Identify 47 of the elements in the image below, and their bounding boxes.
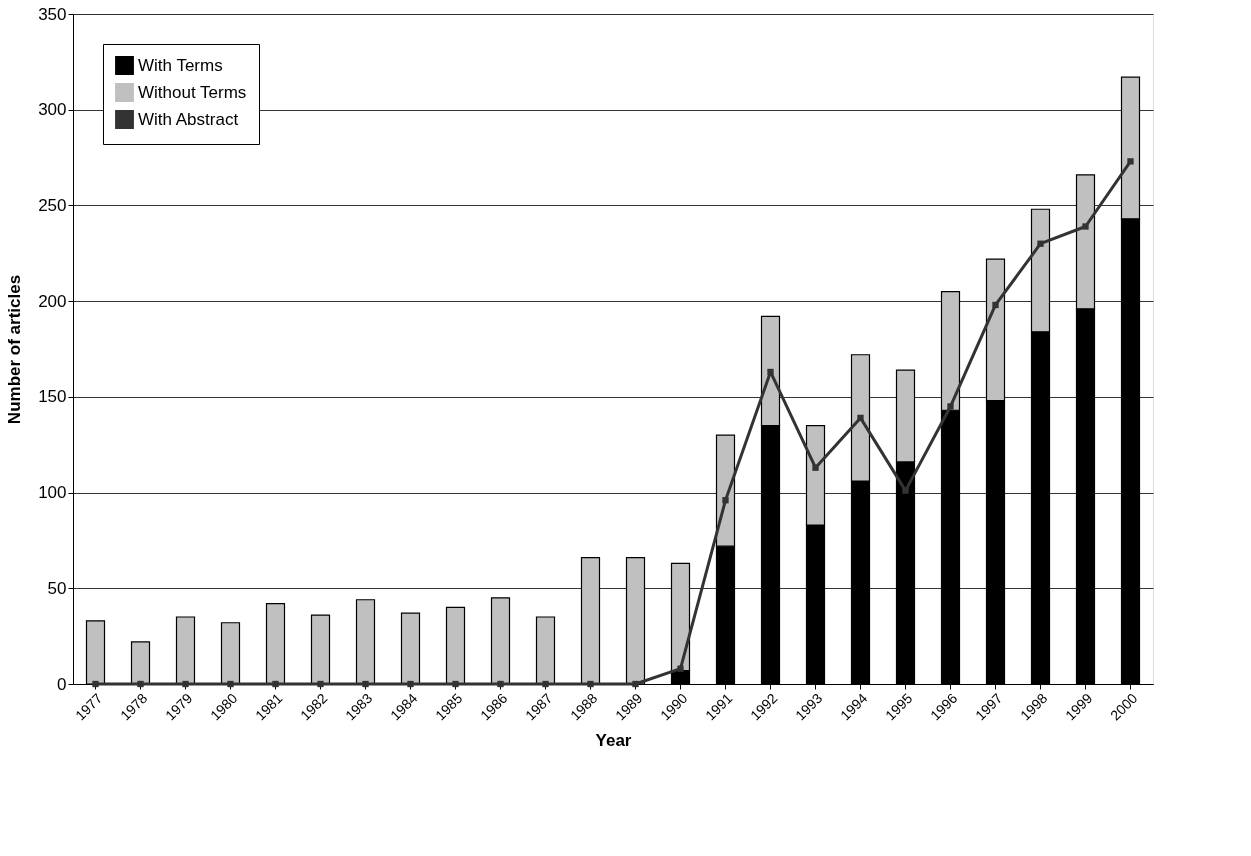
point: [812, 464, 819, 471]
point: [452, 680, 459, 688]
bar: [310, 614, 331, 685]
point: [362, 680, 369, 688]
point: [632, 680, 639, 688]
point: [722, 497, 729, 504]
bar: [175, 616, 196, 685]
bar: [400, 612, 421, 685]
point: [1037, 240, 1044, 247]
point: [677, 665, 684, 672]
y-tick-label: 150: [38, 387, 67, 407]
x-axis-title: Year: [595, 731, 632, 751]
point: [1127, 158, 1134, 165]
y-tick-label: 0: [57, 674, 67, 694]
y-axis-title: Number of articles: [5, 274, 25, 425]
point: [587, 680, 594, 688]
point: [182, 680, 189, 688]
point: [317, 680, 324, 688]
point: [857, 414, 864, 422]
y-tick-label: 350: [38, 4, 67, 24]
bar: [445, 606, 466, 685]
point: [407, 680, 414, 688]
y-tick-label: 50: [47, 578, 67, 598]
y-tick-label: 100: [38, 483, 67, 503]
legend-label: Without Terms: [138, 82, 247, 102]
bar: [220, 622, 241, 685]
point: [497, 680, 504, 688]
point: [992, 301, 999, 309]
bar: [535, 616, 556, 685]
bar: [265, 603, 286, 685]
y-tick-label: 300: [38, 100, 67, 120]
bar: [355, 599, 376, 685]
bar: [490, 597, 511, 685]
y-tick-label: 200: [38, 291, 67, 311]
legend-label: With Terms: [138, 55, 223, 75]
legend-label: With Abstract: [138, 109, 239, 129]
point: [272, 680, 279, 688]
point: [947, 403, 954, 410]
point: [1082, 223, 1089, 230]
point: [902, 487, 909, 494]
point: [542, 680, 549, 688]
bar: [130, 641, 151, 685]
y-tick-label: 250: [38, 195, 67, 215]
point: [137, 680, 144, 688]
point: [767, 368, 774, 376]
point: [227, 680, 234, 688]
point: [92, 680, 99, 688]
